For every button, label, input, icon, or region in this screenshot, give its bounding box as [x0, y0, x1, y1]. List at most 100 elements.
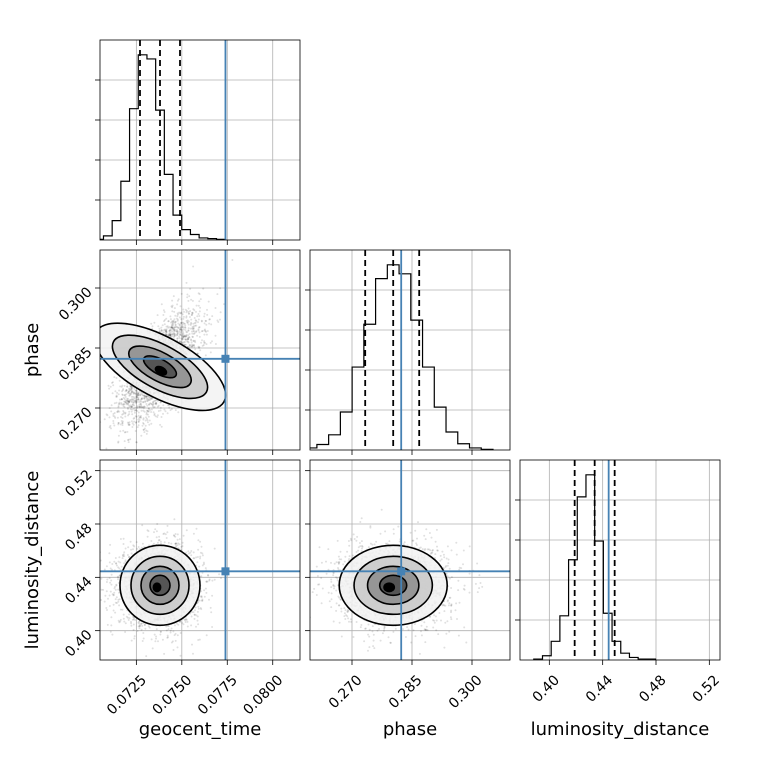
sample-point [170, 627, 173, 630]
sample-point [153, 414, 156, 417]
sample-point [123, 431, 126, 434]
sample-point [216, 319, 219, 322]
sample-point [97, 584, 99, 586]
sample-point [204, 328, 206, 331]
sample-point [148, 403, 150, 406]
sample-point [219, 318, 221, 321]
sample-point [109, 543, 112, 546]
sample-point [140, 622, 143, 625]
sample-point [211, 315, 214, 318]
sample-point [187, 336, 190, 339]
sample-point [133, 637, 136, 640]
sample-point [188, 312, 191, 315]
sample-point [144, 627, 147, 630]
sample-point [181, 326, 184, 329]
sample-point [172, 329, 175, 332]
sample-point [128, 613, 131, 616]
sample-point [147, 399, 150, 401]
sample-point [117, 578, 119, 581]
sample-point [105, 447, 108, 450]
sample-point [117, 422, 120, 424]
sample-point [174, 321, 176, 324]
sample-point [173, 332, 176, 335]
sample-point [129, 540, 132, 543]
sample-point [191, 344, 194, 347]
sample-point [193, 613, 196, 616]
sample-point [145, 396, 148, 399]
sample-point [144, 401, 147, 403]
sample-point [152, 542, 155, 545]
sample-point [178, 335, 181, 338]
sample-point [118, 556, 121, 559]
sample-point [167, 334, 170, 337]
sample-point [164, 332, 167, 335]
sample-point [133, 617, 136, 619]
sample-point [171, 306, 174, 309]
sample-point [170, 305, 173, 308]
sample-point [135, 394, 138, 396]
sample-point [137, 411, 140, 414]
sample-point [119, 423, 122, 426]
sample-point [153, 406, 156, 408]
sample-point [142, 637, 145, 640]
sample-point [207, 574, 210, 577]
sample-point [178, 337, 181, 340]
sample-point [146, 430, 149, 433]
sample-point [143, 405, 146, 408]
sample-point [162, 329, 165, 332]
sample-point [192, 327, 195, 330]
sample-point [113, 424, 116, 427]
sample-point [131, 387, 134, 390]
sample-point [147, 625, 150, 628]
sample-point [176, 312, 179, 315]
sample-point [181, 545, 184, 548]
sample-point [160, 329, 163, 332]
sample-point [134, 400, 137, 403]
sample-point [138, 625, 141, 628]
sample-point [126, 430, 129, 433]
sample-point [186, 338, 189, 341]
sample-point [145, 413, 148, 416]
sample-point [130, 399, 132, 402]
sample-point [148, 626, 151, 629]
sample-point [191, 326, 194, 328]
sample-point [128, 400, 131, 403]
sample-point [120, 565, 123, 568]
sample-point [130, 400, 133, 403]
sample-point [176, 325, 179, 328]
sample-point [131, 404, 134, 406]
sample-point [146, 421, 149, 424]
sample-point [199, 349, 202, 352]
sample-point [184, 619, 186, 622]
sample-point [200, 595, 203, 598]
sample-point [197, 329, 200, 332]
sample-point [184, 343, 187, 346]
sample-point [148, 423, 151, 426]
sample-point [204, 587, 207, 590]
sample-point [192, 308, 195, 311]
sample-point [159, 633, 162, 636]
sample-point [182, 341, 185, 344]
sample-point [175, 330, 178, 333]
sample-point [119, 618, 122, 621]
sample-point [152, 401, 155, 404]
sample-point [106, 578, 109, 581]
sample-point [157, 410, 160, 412]
sample-point [124, 394, 126, 396]
sample-point [185, 311, 188, 314]
sample-point [185, 618, 188, 621]
sample-point [173, 334, 176, 337]
sample-point [176, 318, 179, 321]
sample-point [121, 422, 124, 425]
sample-point [202, 287, 205, 290]
sample-point [195, 527, 198, 530]
sample-point [111, 381, 114, 384]
sample-point [196, 615, 199, 618]
sample-point [197, 539, 200, 542]
sample-point [123, 403, 126, 406]
sample-point [160, 542, 162, 545]
truth-marker [221, 354, 230, 363]
sample-point [142, 407, 145, 410]
sample-point [190, 624, 193, 627]
sample-point [136, 396, 139, 399]
